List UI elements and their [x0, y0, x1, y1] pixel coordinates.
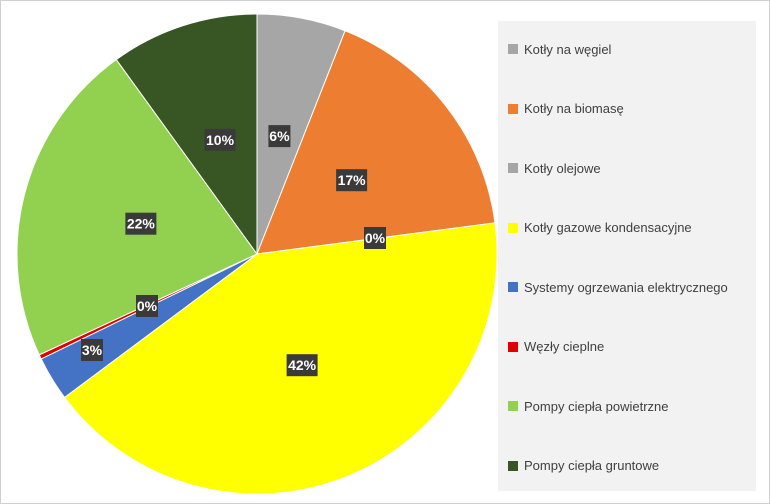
- legend-swatch: [508, 103, 518, 114]
- legend-item: Kotły na węgiel: [508, 39, 611, 59]
- pie-slice: [256, 30, 496, 255]
- pie-slice: [115, 13, 258, 256]
- data-label: 10%: [204, 128, 236, 151]
- data-label: 42%: [286, 354, 318, 377]
- svg-text:0%: 0%: [137, 298, 158, 314]
- svg-text:6%: 6%: [269, 128, 290, 144]
- data-label: 0%: [364, 227, 386, 249]
- svg-text:42%: 42%: [288, 357, 317, 373]
- svg-text:10%: 10%: [206, 132, 235, 148]
- legend-swatch: [508, 163, 518, 173]
- legend-swatch: [508, 341, 518, 352]
- legend-item: Systemy ogrzewania elektrycznego: [508, 277, 728, 297]
- legend-item: Pompy ciepła gruntowe: [508, 456, 659, 476]
- pie-slice: [16, 58, 258, 356]
- data-label: 3%: [81, 339, 103, 361]
- legend-label: Systemy ogrzewania elektrycznego: [524, 279, 728, 295]
- legend-item: Pompy ciepła powietrzne: [508, 396, 669, 416]
- legend-item: Kotły olejowe: [508, 158, 601, 178]
- legend-item: Kotły na biomasę: [508, 99, 624, 119]
- svg-text:22%: 22%: [127, 216, 156, 232]
- data-label: 22%: [125, 212, 157, 235]
- legend-swatch: [508, 282, 518, 292]
- legend-swatch: [508, 222, 518, 233]
- pie-chart: 6% 17% 0% 42% 3% 0% 22% 10%: [16, 13, 498, 495]
- legend-label: Węzły cieplne: [524, 339, 605, 354]
- legend-label: Kotły gazowe kondensacyjne: [524, 220, 692, 235]
- legend-swatch: [508, 44, 518, 54]
- svg-text:3%: 3%: [82, 342, 103, 358]
- legend-label: Kotły olejowe: [524, 160, 601, 176]
- legend-item: Węzły cieplne: [508, 337, 604, 357]
- legend-label: Pompy ciepła powietrzne: [524, 398, 669, 414]
- data-label: 0%: [136, 295, 158, 317]
- legend-swatch: [508, 460, 518, 471]
- legend-label: Kotły na biomasę: [524, 101, 624, 116]
- legend-label: Pompy ciepła gruntowe: [524, 458, 660, 473]
- pie-slice: [63, 222, 498, 495]
- data-label: 17%: [336, 169, 368, 192]
- svg-text:17%: 17%: [338, 172, 367, 188]
- legend-swatch: [508, 401, 518, 411]
- svg-text:0%: 0%: [365, 230, 386, 246]
- legend: Kotły na węgiel Kotły na biomasę Kotły ole…: [498, 21, 756, 491]
- legend-label: Kotły na węgiel: [524, 41, 612, 57]
- data-label: 6%: [268, 125, 291, 148]
- legend-item: Kotły gazowe kondensacyjne: [508, 218, 692, 238]
